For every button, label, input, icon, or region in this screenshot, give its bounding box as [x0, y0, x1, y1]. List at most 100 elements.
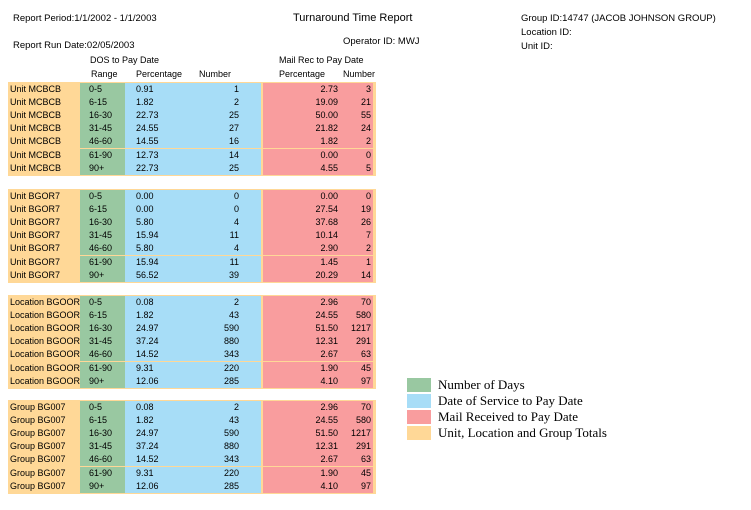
dos-number-cell: 43: [175, 414, 261, 428]
mail-percentage-cell: 51.50: [263, 322, 339, 336]
row-label: Unit MCBCB: [10, 162, 62, 173]
range-cell: 6-15: [80, 309, 125, 323]
mail-column-group-title: Mail Rec to Pay Date: [279, 55, 364, 65]
table-section: Unit MCBCB 0-5 0.91 1 2.73 3 Unit MCBCB 6-15 1.8…: [8, 82, 376, 176]
report-title: Turnaround Time Report: [293, 12, 413, 24]
mail-number-cell: 2: [339, 242, 373, 256]
mail-percentage-cell: 37.68: [263, 216, 339, 230]
legend-label: Unit, Location and Group Totals: [438, 425, 607, 440]
mail-number-cell: 45: [339, 361, 373, 375]
dos-number-cell: 2: [175, 296, 261, 310]
row-label: Group BG007: [10, 402, 66, 412]
mail-number-cell: 0: [339, 190, 373, 204]
table-row: Location BGOOR 16-30 24.97 590 51.50 1217: [8, 322, 376, 336]
mail-percentage-cell: 24.55: [263, 414, 339, 428]
mail-number-cell: 19: [339, 203, 373, 217]
table-row: Group BG007 31-45 37.24 880 12.31 291: [8, 440, 376, 454]
table-section: Group BG007 0-5 0.08 2 2.96 70 Group BG007 6-15…: [8, 400, 376, 494]
legend-label: Mail Received to Pay Date: [438, 409, 579, 424]
location-id: Location ID:: [521, 27, 572, 38]
mail-percentage-cell: 2.96: [263, 401, 339, 415]
dos-number-cell: 11: [175, 255, 261, 269]
table-row: Unit MCBCB 61-90 12.73 14 0.00 0: [8, 148, 376, 162]
dos-percentage-cell: 9.31: [125, 466, 175, 480]
dos-percentage-cell: 5.80: [125, 242, 175, 256]
table-row: Group BG007 90+ 12.06 285 4.10 97: [8, 479, 376, 493]
mail-number-cell: 1: [339, 255, 373, 269]
row-label: Unit MCBCB: [10, 97, 62, 108]
row-label: Group BG007: [10, 467, 66, 478]
dos-percentage-cell: 12.73: [125, 148, 175, 162]
dos-percentage-cell: 14.52: [125, 453, 175, 467]
mail-number-cell: 97: [339, 374, 373, 388]
mail-number-cell: 97: [339, 479, 373, 493]
table-row: Unit BGOR7 61-90 15.94 11 1.45 1: [8, 255, 376, 269]
mail-percentage-cell: 50.00: [263, 109, 339, 123]
table-row: Group BG007 46-60 14.52 343 2.67 63: [8, 453, 376, 467]
dos-number-cell: 43: [175, 309, 261, 323]
mail-percentage-cell: 2.96: [263, 296, 339, 310]
table-section: Unit BGOR7 0-5 0.00 0 0.00 0 Unit BGOR7 6-15 0.0…: [8, 189, 376, 283]
group-id: Group ID:14747 (JACOB JOHNSON GROUP): [521, 13, 716, 24]
dos-percentage-column-header: Percentage: [136, 69, 183, 79]
mail-number-cell: 5: [339, 161, 373, 175]
unit-id: Unit ID:: [521, 41, 553, 52]
row-label: Location BGOOR: [10, 310, 80, 321]
row-label: Unit MCBCB: [10, 84, 62, 94]
mail-percentage-cell: 27.54: [263, 203, 339, 217]
table-row: Location BGOOR 31-45 37.24 880 12.31 291: [8, 335, 376, 349]
mail-number-cell: 291: [339, 440, 373, 454]
range-cell: 61-90: [80, 255, 125, 269]
row-label: Location BGOOR: [10, 349, 80, 360]
dos-percentage-cell: 0.08: [125, 401, 175, 415]
dos-percentage-cell: 9.31: [125, 361, 175, 375]
mail-number-column-header: Number: [343, 69, 376, 79]
dos-number-cell: 343: [175, 453, 261, 467]
table-row: Location BGOOR 46-60 14.52 343 2.67 63: [8, 348, 376, 362]
dos-percentage-cell: 0.91: [125, 83, 175, 97]
dos-percentage-cell: 24.97: [125, 322, 175, 336]
dos-number-cell: 0: [175, 203, 261, 217]
mail-number-cell: 580: [339, 414, 373, 428]
range-cell: 0-5: [80, 401, 125, 415]
row-label: Unit BGOR7: [10, 269, 61, 280]
mail-percentage-cell: 2.67: [263, 348, 339, 362]
dos-number-cell: 27: [175, 122, 261, 136]
range-cell: 90+: [80, 161, 125, 175]
table-row: Unit MCBCB 31-45 24.55 27 21.82 24: [8, 122, 376, 136]
row-label: Unit BGOR7: [10, 243, 61, 254]
mail-percentage-cell: 51.50: [263, 427, 339, 441]
mail-percentage-cell: 1.90: [263, 361, 339, 375]
dos-percentage-cell: 1.82: [125, 414, 175, 428]
mail-percentage-cell: 1.82: [263, 135, 339, 149]
dos-number-column-header: Number: [199, 69, 232, 79]
dos-number-cell: 880: [175, 440, 261, 454]
mail-percentage-cell: 0.00: [263, 190, 339, 204]
dos-percentage-cell: 1.82: [125, 309, 175, 323]
range-cell: 16-30: [80, 322, 125, 336]
range-cell: 31-45: [80, 229, 125, 243]
row-label: Unit BGOR7: [10, 230, 61, 241]
row-label: Group BG007: [10, 428, 66, 439]
table-row: Group BG007 0-5 0.08 2 2.96 70: [8, 401, 376, 415]
dos-number-cell: 590: [175, 427, 261, 441]
table-section: Location BGOOR 0-5 0.08 2 2.96 70 Location BGO…: [8, 295, 376, 389]
range-cell: 46-60: [80, 453, 125, 467]
table-row: Location BGOOR 61-90 9.31 220 1.90 45: [8, 361, 376, 375]
legend-label: Number of Days: [438, 377, 525, 392]
dos-percentage-cell: 0.00: [125, 203, 175, 217]
table-row: Unit MCBCB 90+ 22.73 25 4.55 5: [8, 161, 376, 175]
range-cell: 0-5: [80, 296, 125, 310]
operator-id: Operator ID: MWJ: [343, 36, 420, 47]
mail-number-cell: 21: [339, 96, 373, 110]
mail-number-cell: 63: [339, 453, 373, 467]
table-row: Unit BGOR7 46-60 5.80 4 2.90 2: [8, 242, 376, 256]
range-column-header: Range: [91, 69, 118, 79]
table-row: Unit BGOR7 16-30 5.80 4 37.68 26: [8, 216, 376, 230]
table-row: Group BG007 16-30 24.97 590 51.50 1217: [8, 427, 376, 441]
mail-percentage-cell: 12.31: [263, 440, 339, 454]
row-label: Unit MCBCB: [10, 149, 62, 160]
mail-number-cell: 63: [339, 348, 373, 362]
report-run-date: Report Run Date:02/05/2003: [13, 40, 135, 51]
dos-column-group-title: DOS to Pay Date: [90, 55, 160, 65]
